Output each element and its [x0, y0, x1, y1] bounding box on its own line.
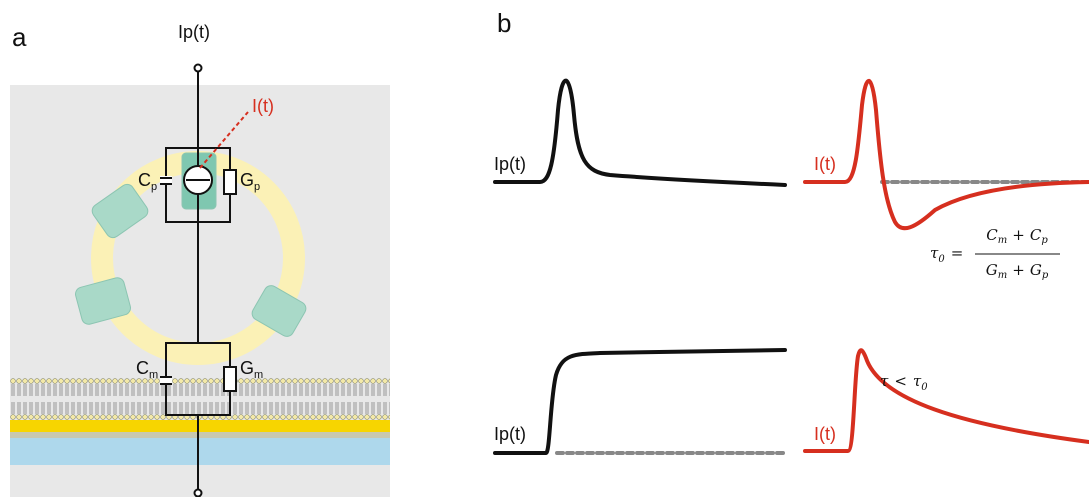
trace-label: Ip(t)	[494, 154, 526, 174]
gold-layer	[10, 420, 390, 432]
symbol: C	[138, 170, 151, 190]
symbol: G	[240, 170, 254, 190]
subscript: p	[1041, 235, 1048, 246]
interface	[10, 432, 390, 438]
panel-label: a	[12, 22, 27, 52]
substrate	[10, 438, 390, 465]
denominator: Gm + Gp	[986, 261, 1049, 281]
panel-label: b	[497, 8, 511, 38]
subscript: m	[998, 270, 1007, 281]
formula: τ0= Cm+Cp Gm+Gp τ<τ0	[880, 226, 1060, 393]
subscript: p	[151, 181, 157, 193]
subscript: p	[1042, 270, 1049, 281]
symbol: C	[1030, 226, 1042, 244]
trace-label: I(t)	[814, 424, 836, 444]
subscript: m	[149, 369, 158, 381]
panel-a: a Ip(t) I(t) Cp Gp Cm Gm	[10, 22, 390, 497]
symbol: C	[986, 226, 998, 244]
trace-ip-bottom	[495, 350, 785, 453]
subscript: p	[254, 181, 260, 193]
numerator: Cm + Cp	[986, 226, 1048, 246]
equals: =	[951, 244, 964, 262]
symbol: τ	[880, 372, 889, 390]
symbol: G	[240, 358, 254, 378]
panel-b: b Ip(t) I(t) Ip(t) I(t) τ0= Cm+Cp Gm+Gp …	[494, 8, 1089, 453]
trace-i-top	[805, 81, 1089, 228]
lipid-bilayer	[10, 378, 390, 420]
traces	[495, 81, 1089, 453]
operator: <	[894, 372, 907, 390]
symbol: G	[1030, 261, 1042, 279]
subscript: 0	[921, 382, 928, 393]
formula-lhs: τ0=	[930, 244, 963, 265]
symbol: G	[986, 261, 998, 279]
input-label: Ip(t)	[178, 22, 210, 42]
condition: τ<τ0	[880, 372, 928, 393]
operator: +	[1012, 261, 1025, 279]
operator: +	[1012, 226, 1025, 244]
figure: a Ip(t) I(t) Cp Gp Cm Gm b Ip(t) I(t) Ip…	[0, 0, 1089, 497]
trace-label: I(t)	[814, 154, 836, 174]
subscript: 0	[938, 254, 945, 265]
current-label: I(t)	[252, 96, 274, 116]
symbol: C	[136, 358, 149, 378]
trace-ip-top	[495, 81, 785, 185]
subscript: m	[998, 235, 1007, 246]
trace-i-bottom	[805, 350, 1089, 451]
trace-label: Ip(t)	[494, 424, 526, 444]
subscript: m	[254, 369, 263, 381]
